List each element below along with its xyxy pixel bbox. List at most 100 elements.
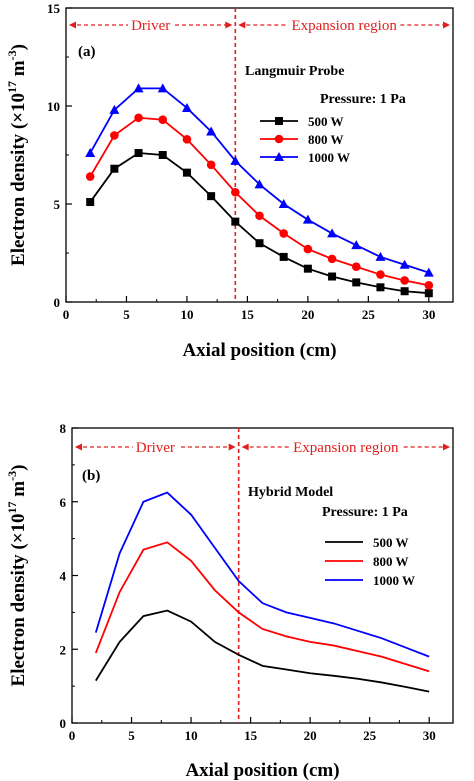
series-1000w: 1000 W: [85, 83, 434, 277]
y-tick-label: 15: [47, 1, 61, 16]
y-axis-title-main: Electron density (×10: [8, 93, 29, 266]
y-axis-title-unit: m: [8, 60, 29, 81]
data-point: [86, 198, 95, 207]
data-point: [158, 151, 167, 159]
data-point: [327, 254, 337, 264]
y-axis-title: Electron density (×1017 m-3): [5, 465, 29, 687]
legend-marker: [275, 117, 283, 125]
data-point: [231, 217, 240, 226]
series-800w: 800 W: [85, 113, 434, 290]
data-point: [351, 262, 361, 272]
expansion-label: Expansion region: [291, 18, 397, 34]
y-axis-title-unit: m: [8, 481, 29, 502]
x-tick-label: 15: [244, 728, 258, 743]
data-point: [327, 228, 338, 238]
y-axis-title-exp: 17: [5, 501, 19, 513]
legend-marker: [274, 152, 284, 161]
expansion-arrow-left: [238, 21, 246, 29]
x-tick-label: 0: [69, 728, 76, 743]
data-point: [110, 164, 119, 173]
data-point: [255, 239, 264, 248]
driver-arrow-left: [75, 443, 82, 451]
series-line: [94, 541, 430, 673]
y-tick-label: 0: [60, 716, 67, 731]
series-line: [94, 491, 430, 658]
data-point: [85, 172, 95, 181]
y-tick-label: 10: [47, 99, 60, 114]
legend-label: 500 W: [373, 535, 409, 550]
expansion-arrow-right: [443, 443, 450, 451]
legend-marker: [274, 134, 284, 144]
driver-label: Driver: [136, 440, 175, 456]
data-point: [400, 287, 409, 296]
x-tick-label: 5: [123, 307, 130, 322]
x-tick-label: 0: [63, 307, 70, 322]
data-point: [181, 102, 192, 112]
y-tick-label: 2: [60, 642, 67, 657]
panel-tag: (a): [78, 44, 96, 60]
data-point: [134, 113, 143, 123]
data-point: [157, 83, 168, 93]
plot-frame: [65, 7, 454, 303]
expansion-label: Expansion region: [293, 440, 399, 456]
data-point: [207, 192, 216, 201]
driver-label: Driver: [131, 18, 170, 34]
data-point: [376, 270, 385, 279]
region-label-backdrop: [290, 440, 403, 456]
legend-label: 500 W: [308, 114, 344, 129]
y-tick-label: 4: [60, 569, 67, 584]
y-axis-title-main: Electron density (×10: [8, 513, 29, 686]
data-point: [279, 252, 288, 261]
data-point: [230, 155, 241, 165]
data-point: [303, 264, 312, 273]
x-tick-label: 30: [423, 728, 436, 743]
x-tick-label: 15: [241, 307, 255, 322]
series-line: [95, 609, 430, 693]
legend-title: Pressure: 1 Pa: [320, 92, 406, 107]
data-point: [255, 211, 264, 221]
legend-title: Pressure: 1 Pa: [322, 505, 408, 520]
data-point: [231, 187, 240, 197]
data-point: [254, 179, 265, 189]
panel-tag: (b): [82, 468, 100, 484]
x-tick-label: 5: [128, 728, 135, 743]
legend-label: 1000 W: [373, 573, 415, 588]
y-axis-title: Electron density (×1017 m-3): [5, 44, 29, 266]
y-tick-label: 6: [60, 495, 67, 510]
data-point: [206, 160, 216, 170]
model-annotation: Langmuir Probe: [245, 64, 344, 79]
y-axis-title-close: ): [8, 44, 29, 50]
driver-arrow-right: [225, 21, 233, 29]
data-point: [399, 259, 410, 269]
data-point: [206, 126, 217, 136]
data-point: [424, 281, 434, 290]
data-point: [375, 251, 386, 261]
data-point: [352, 278, 361, 287]
y-tick-label: 5: [54, 197, 61, 212]
x-axis-title: Axial position (cm): [185, 760, 339, 781]
data-point: [376, 283, 385, 292]
legend-label: 800 W: [308, 132, 344, 147]
data-point: [158, 115, 168, 125]
legend-label: 800 W: [373, 554, 409, 569]
data-point: [302, 214, 313, 224]
x-tick-label: 20: [304, 728, 317, 743]
series-500w: 500 W: [95, 535, 430, 693]
x-tick-label: 25: [363, 728, 377, 743]
driver-arrow-left: [69, 21, 76, 29]
model-annotation: Hybrid Model: [248, 485, 333, 500]
x-axis-title: Axial position (cm): [182, 340, 336, 361]
series-800w: 800 W: [94, 541, 430, 673]
y-axis-title-unit-exp: -3: [5, 471, 19, 481]
data-point: [182, 168, 191, 177]
x-tick-label: 30: [422, 307, 435, 322]
data-point: [85, 148, 96, 158]
series-1000w: 1000 W: [94, 491, 430, 658]
x-tick-label: 25: [362, 307, 376, 322]
panel-a: 0 5 10 15 20 25 30 0 5 10 15 Axial position (cm) Ele…: [5, 1, 454, 361]
data-point: [182, 135, 192, 144]
x-tick-label: 10: [180, 307, 193, 322]
panel-b: 0 5 10 15 20 25 30 0 2 4 6 8 Axial position (cm) Elec…: [5, 421, 454, 781]
y-axis-title-close: ): [8, 465, 29, 471]
